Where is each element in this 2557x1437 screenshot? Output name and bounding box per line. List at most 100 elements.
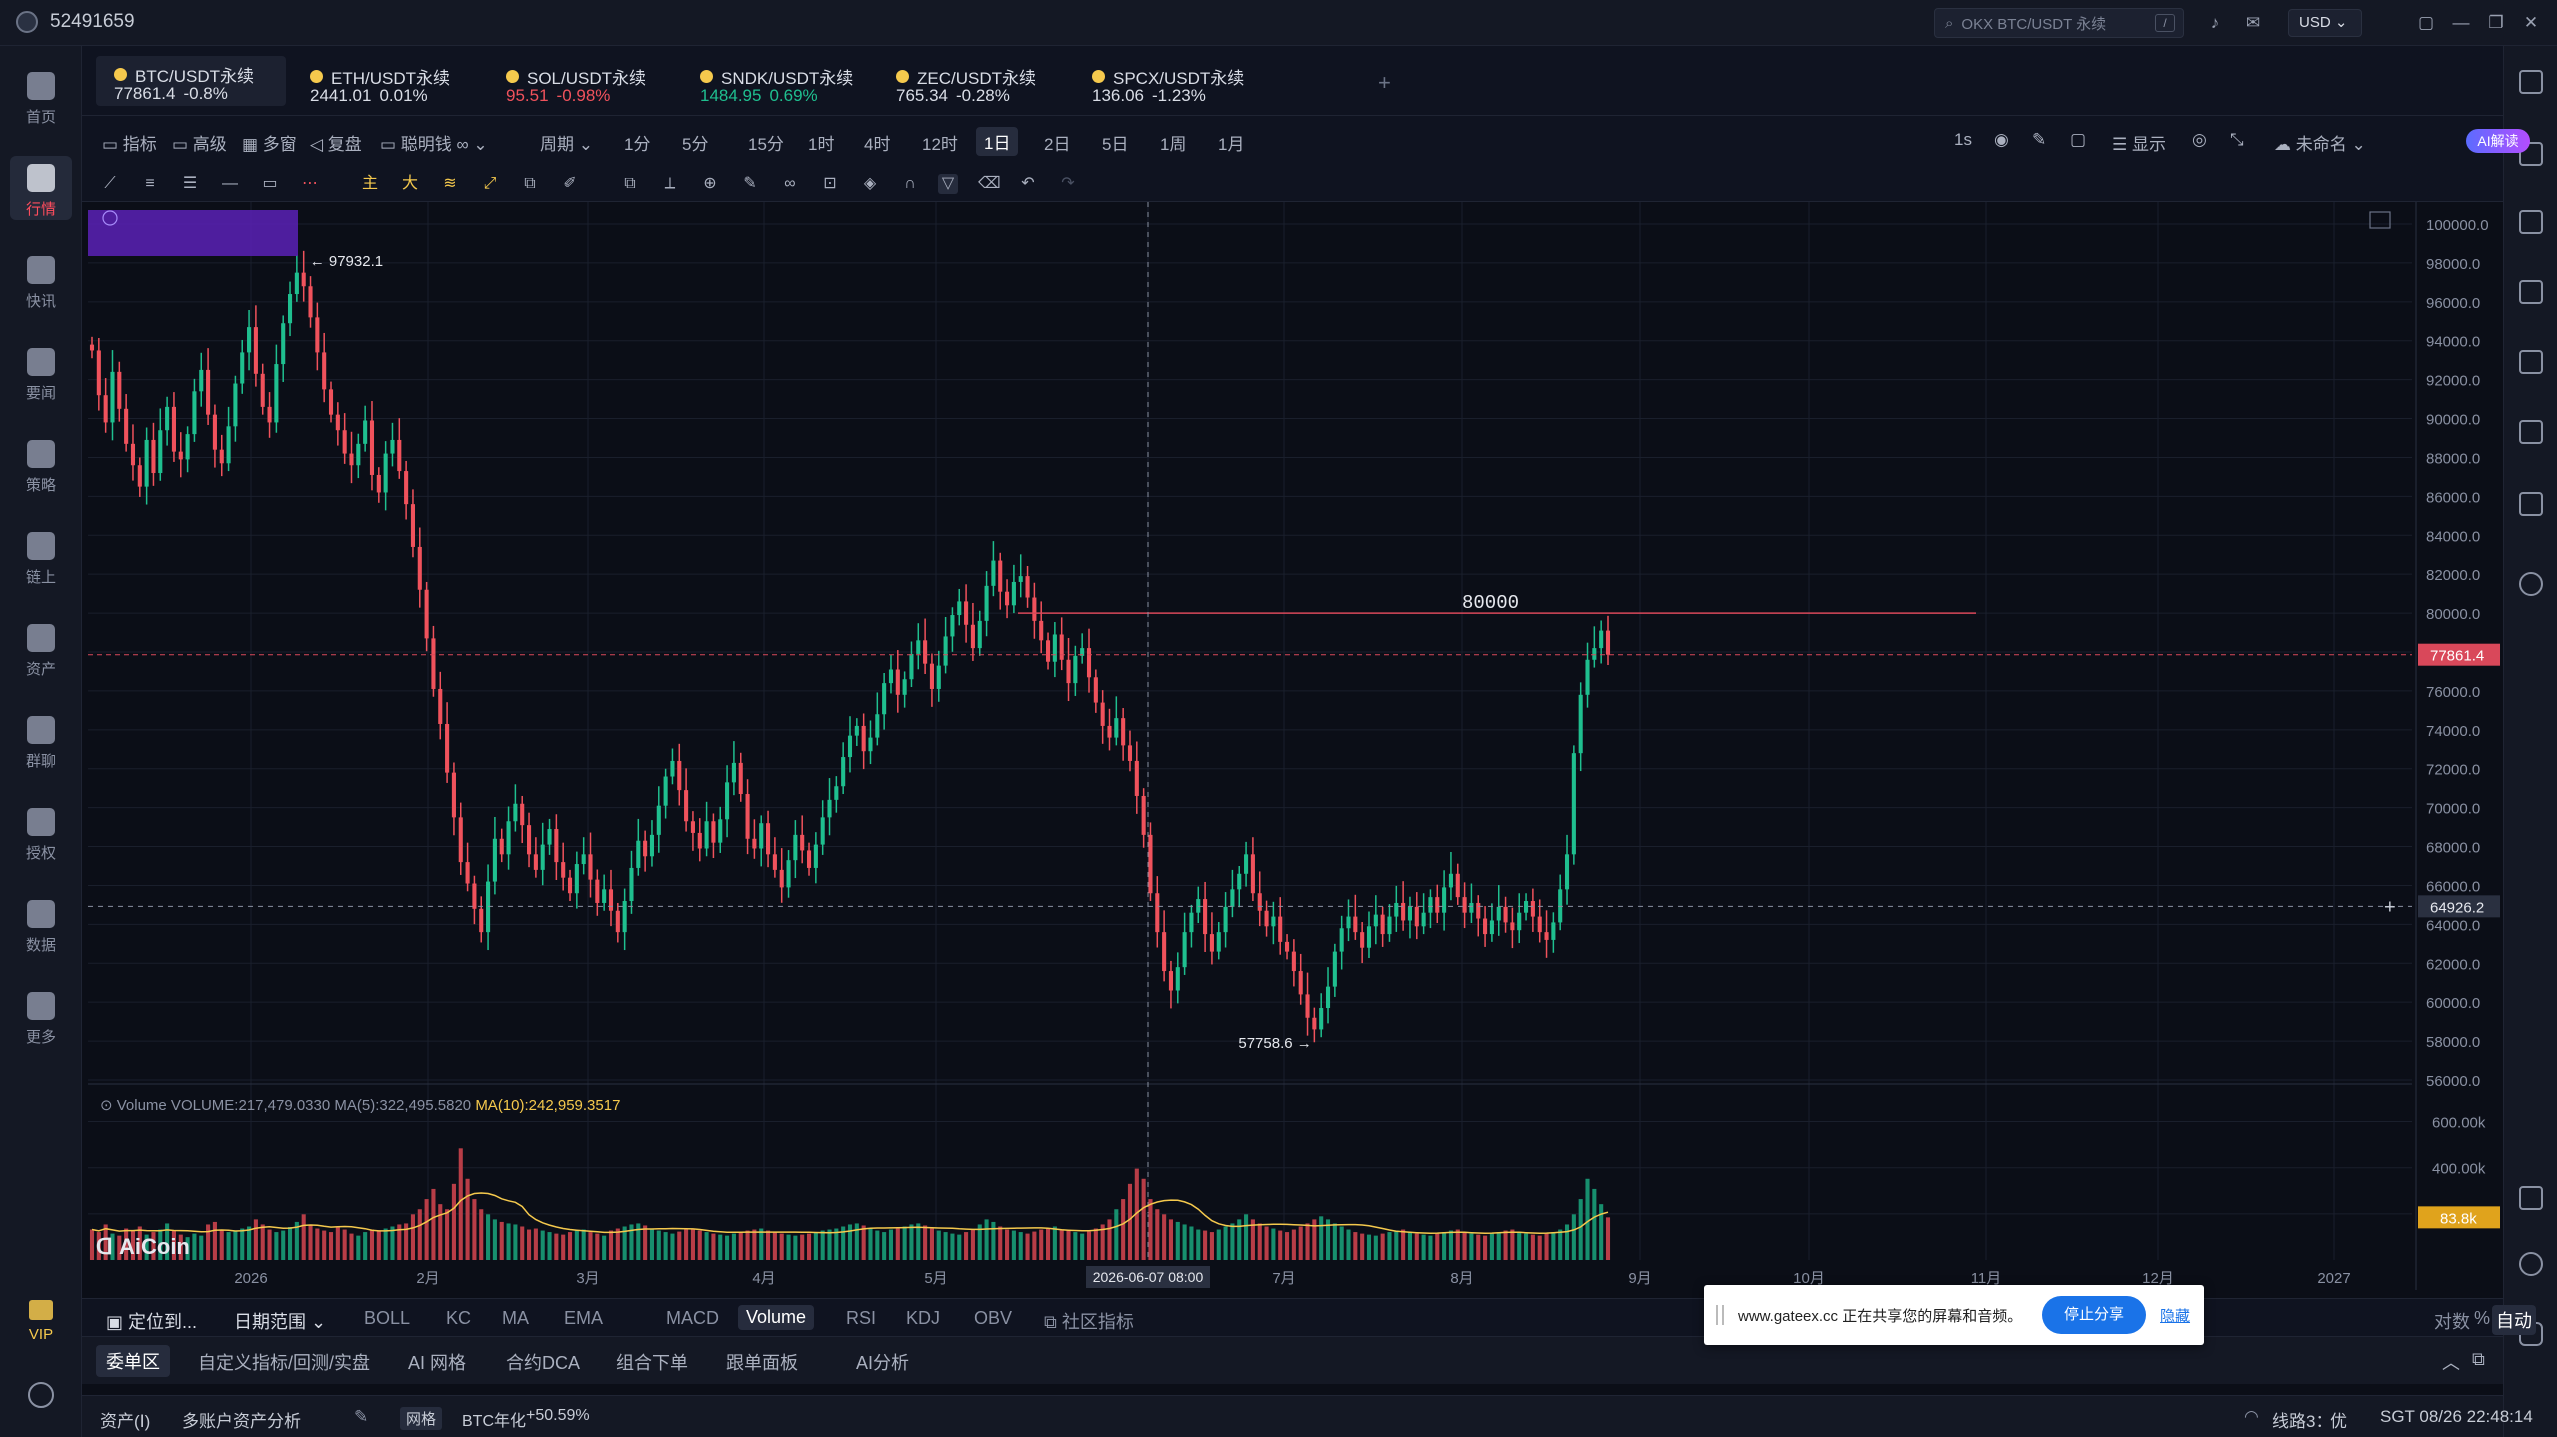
rectangle-icon[interactable]: ▭	[262, 175, 278, 192]
symbol-tab[interactable]: SPCX/USDT永续 136.06 -1.23%	[1074, 58, 1264, 108]
bottom-tab-4[interactable]: 组合下单	[616, 1353, 688, 1373]
close-icon[interactable]: ✕	[2523, 13, 2539, 32]
monitor-icon[interactable]	[2519, 350, 2543, 374]
selection-handle-icon[interactable]	[102, 210, 118, 226]
display-button[interactable]: ☰ 显示	[2112, 135, 2166, 154]
popout-icon[interactable]: ⧉	[2472, 1349, 2485, 1369]
calendar-icon[interactable]	[2519, 420, 2543, 444]
magnet-icon[interactable]: ∩	[904, 175, 916, 192]
timeframe-2[interactable]: 15分	[748, 135, 784, 154]
bottom-tab-1[interactable]: 自定义指标/回测/实盘	[198, 1353, 371, 1373]
robot-icon[interactable]	[2519, 492, 2543, 516]
symbol-tab[interactable]: SNDK/USDT永续 1484.95 0.69%	[682, 58, 872, 108]
sidebar-item-5[interactable]: 链上	[0, 518, 82, 598]
symbol-tab[interactable]: ZEC/USDT永续 765.34 -0.28%	[878, 58, 1068, 108]
minimize-icon[interactable]: —	[2452, 13, 2470, 32]
sidebar-item-9[interactable]: 数据	[0, 886, 82, 966]
date-range-select[interactable]: 日期范围 ⌄	[234, 1312, 327, 1332]
price-chart[interactable]: 100000.0 98000.0 96000.0 94000.0 92000.0 9000…	[86, 202, 2500, 1302]
period-select[interactable]: 周期 ⌄	[540, 135, 593, 154]
zoom-icon[interactable]: ⊕	[703, 175, 717, 192]
timeframe-0[interactable]: 1分	[624, 135, 651, 154]
ruler-icon[interactable]: ⟂	[664, 175, 676, 192]
stop-share-button[interactable]: 停止分享	[2042, 1296, 2146, 1334]
sidebar-item-4[interactable]: 策略	[0, 426, 82, 506]
horizontal-lines-icon[interactable]: ☰	[182, 175, 198, 192]
sidebar-item-8[interactable]: 授权	[0, 794, 82, 874]
layout-icon[interactable]	[2519, 70, 2543, 94]
symbol-tab[interactable]: BTC/USDT永续 77861.4 -0.8%	[96, 56, 286, 106]
indicator-ema[interactable]: EMA	[564, 1308, 604, 1328]
timeframe-7[interactable]: 2日	[1044, 135, 1071, 154]
bottom-tab-0[interactable]: 委单区	[96, 1345, 170, 1377]
camera-icon[interactable]: ◉	[1994, 130, 2009, 149]
symbol-tab[interactable]: SOL/USDT永续 95.51 -0.98%	[488, 58, 678, 108]
undo-icon[interactable]: ↶	[1021, 175, 1035, 192]
edit-icon[interactable]: ✎	[354, 1407, 369, 1426]
timeframe-3[interactable]: 1时	[808, 135, 835, 154]
selection-box[interactable]	[88, 210, 298, 256]
timeframe-4[interactable]: 4时	[864, 135, 891, 154]
headset-icon[interactable]	[2519, 1252, 2543, 1276]
chart-canvas[interactable]: 100000.0 98000.0 96000.0 94000.0 92000.0 9000…	[86, 202, 2500, 1298]
bell-icon[interactable]: ♪	[2210, 13, 2220, 32]
bottom-tab-6[interactable]: AI分析	[856, 1353, 910, 1373]
layout-name-select[interactable]: ☁ 未命名 ⌄	[2274, 135, 2366, 154]
auto-scale-button[interactable]: 自动	[2492, 1305, 2536, 1335]
sidebar-item-2[interactable]: 快讯	[0, 242, 82, 322]
indicator-kdj[interactable]: KDJ	[906, 1308, 941, 1328]
eye-icon[interactable]: ◈	[863, 175, 877, 192]
percent-scale-button[interactable]: %	[2474, 1308, 2491, 1328]
add-tab-icon[interactable]: +	[1378, 70, 1391, 95]
maximize-icon[interactable]: ❐	[2488, 13, 2504, 32]
grid-badge[interactable]: 网格	[400, 1407, 443, 1430]
search-input[interactable]: ⌕ OKX BTC/USDT 永续 /	[1934, 8, 2184, 38]
smart-money-button[interactable]: ▭ 聪明钱 ∞ ⌄	[380, 135, 488, 154]
community-indicator-button[interactable]: ⧉ 社区指标	[1044, 1312, 1134, 1332]
chart-trend-icon[interactable]	[2519, 280, 2543, 304]
timeframe-5[interactable]: 12时	[922, 135, 958, 154]
marker-icon[interactable]: ✎	[743, 175, 757, 192]
indicator-ma[interactable]: MA	[502, 1308, 529, 1328]
window-icon[interactable]: ▢	[2417, 13, 2435, 32]
sidebar-item-3[interactable]: 要闻	[0, 334, 82, 414]
expand-icon[interactable]	[2369, 211, 2391, 229]
assets-label[interactable]: 资产(Ⅰ)	[100, 1412, 151, 1431]
indicator-rsi[interactable]: RSI	[846, 1308, 877, 1328]
target-icon[interactable]: ◎	[2192, 130, 2207, 149]
parallel-lines-icon[interactable]: ≡	[145, 175, 155, 192]
advanced-button[interactable]: ▭ 高级	[172, 135, 227, 154]
collapse-icon[interactable]: ︿	[2442, 1353, 2460, 1373]
multi-window-button[interactable]: ▦ 多窗	[242, 135, 297, 154]
big-label-icon[interactable]: 大	[401, 175, 418, 192]
sidebar-item-0[interactable]: 首页	[0, 58, 82, 138]
compress-icon[interactable]: ⤡	[2230, 130, 2244, 149]
timeframe-8[interactable]: 5日	[1102, 135, 1129, 154]
currency-select[interactable]: USD ⌄	[2288, 9, 2362, 37]
main-label-icon[interactable]: 主	[361, 175, 378, 192]
phone-icon[interactable]	[2519, 1186, 2543, 1210]
redo-icon[interactable]: ↷	[1061, 175, 1075, 192]
horizontal-line-icon[interactable]: —	[222, 175, 238, 192]
sidebar-item-10[interactable]: 更多	[0, 978, 82, 1058]
bottom-tab-2[interactable]: AI 网格	[408, 1353, 467, 1373]
pen-icon[interactable]: ✎	[2032, 130, 2047, 149]
ai-interpret-button[interactable]: AI解读	[2466, 129, 2530, 153]
symbol-tab[interactable]: ETH/USDT永续 2441.01 0.01%	[292, 58, 482, 108]
bottom-tab-3[interactable]: 合约DCA	[506, 1353, 581, 1373]
measure-icon[interactable]: ⤢	[483, 175, 497, 192]
transform-icon[interactable]: ⧉	[524, 175, 536, 192]
orderbook-icon[interactable]	[2519, 142, 2543, 166]
interval-label[interactable]: 1s	[1954, 130, 1972, 149]
replay-button[interactable]: ◁ 复盘	[310, 135, 362, 154]
timeframe-6[interactable]: 1日	[976, 127, 1019, 156]
share-icon[interactable]	[2519, 572, 2543, 596]
mail-icon[interactable]: ✉	[2245, 13, 2261, 32]
indicator-volume[interactable]: Volume	[738, 1305, 815, 1330]
multi-account-link[interactable]: 多账户资产分析	[182, 1412, 301, 1431]
line-label[interactable]: 线路3：	[2272, 1412, 2333, 1431]
link-icon[interactable]: ∞	[784, 175, 796, 192]
path-icon[interactable]: ⋯	[302, 175, 318, 192]
timeframe-10[interactable]: 1月	[1218, 135, 1245, 154]
indicator-obv[interactable]: OBV	[974, 1308, 1013, 1328]
